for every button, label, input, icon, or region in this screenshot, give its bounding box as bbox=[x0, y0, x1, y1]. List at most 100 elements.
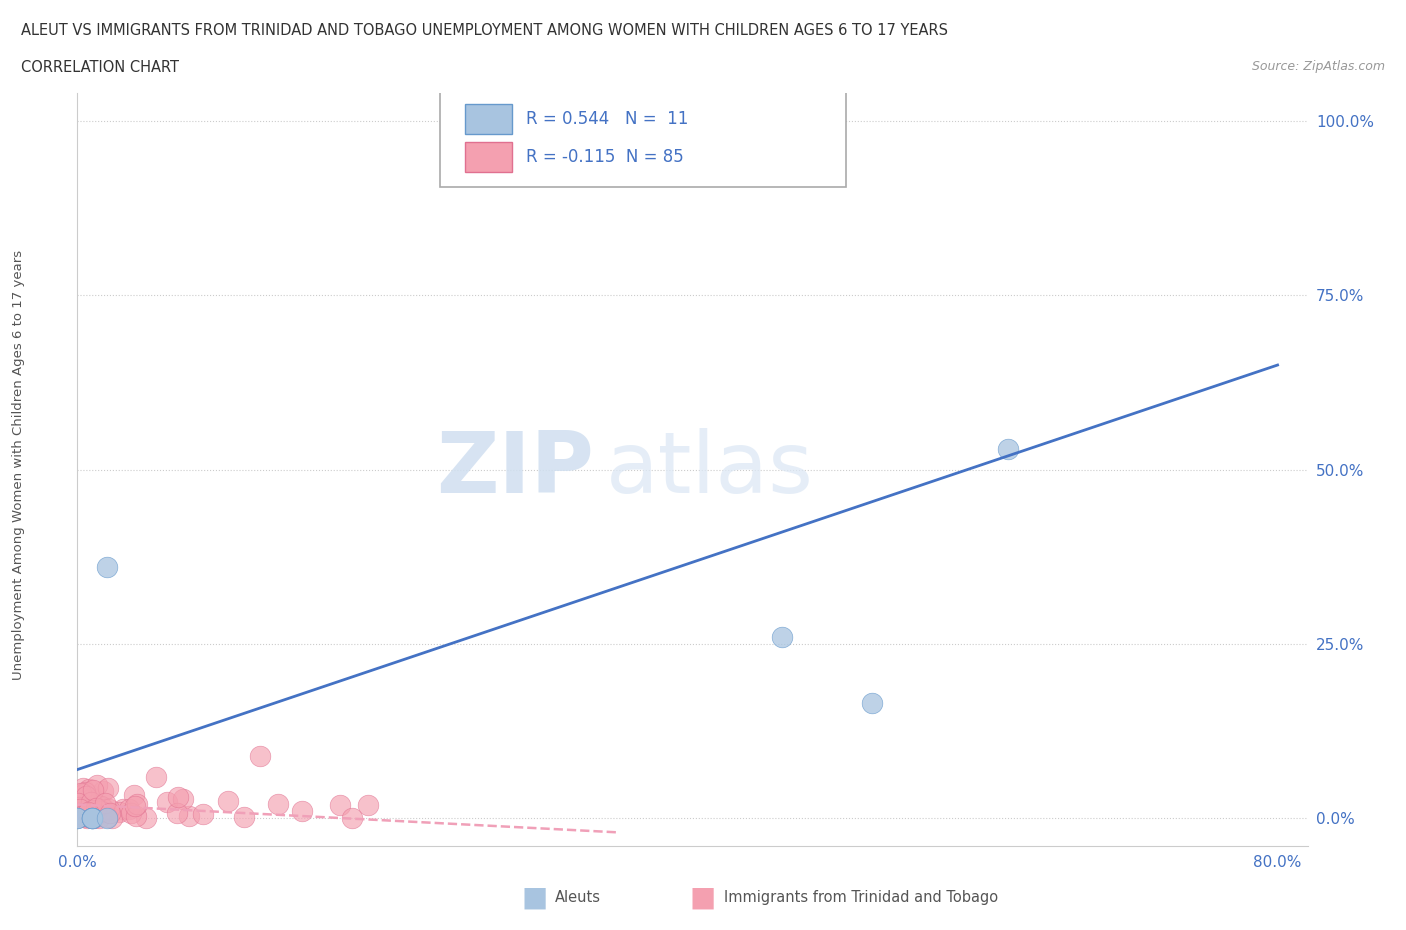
Point bbox=[86, 777, 108, 792]
Point bbox=[76, 810, 98, 825]
Point bbox=[72, 807, 94, 822]
Point bbox=[84, 801, 107, 816]
Point bbox=[76, 808, 98, 823]
Point bbox=[291, 804, 314, 818]
Point bbox=[267, 797, 290, 812]
Text: ZIP: ZIP bbox=[436, 428, 595, 512]
Point bbox=[76, 806, 98, 821]
Point bbox=[77, 805, 100, 820]
Point bbox=[82, 783, 104, 798]
Point bbox=[70, 809, 93, 824]
Point bbox=[79, 801, 101, 816]
Text: ALEUT VS IMMIGRANTS FROM TRINIDAD AND TOBAGO UNEMPLOYMENT AMONG WOMEN WITH CHILD: ALEUT VS IMMIGRANTS FROM TRINIDAD AND TO… bbox=[21, 23, 948, 38]
Point bbox=[96, 560, 118, 575]
Text: ■: ■ bbox=[522, 884, 547, 911]
Point bbox=[93, 802, 115, 817]
Text: R = -0.115  N = 85: R = -0.115 N = 85 bbox=[526, 148, 685, 166]
Point bbox=[80, 790, 103, 805]
Point bbox=[76, 802, 98, 817]
Point bbox=[125, 797, 148, 812]
Point bbox=[97, 801, 120, 816]
Text: CORRELATION CHART: CORRELATION CHART bbox=[21, 60, 179, 75]
Point bbox=[862, 696, 884, 711]
Point bbox=[124, 799, 146, 814]
Text: atlas: atlas bbox=[606, 428, 814, 512]
Point bbox=[73, 785, 96, 800]
Point bbox=[79, 781, 101, 796]
Point bbox=[69, 800, 91, 815]
Point bbox=[72, 804, 94, 819]
Point bbox=[93, 784, 115, 799]
Point bbox=[93, 804, 115, 819]
Point bbox=[90, 804, 112, 818]
Point bbox=[66, 802, 89, 817]
Point bbox=[84, 806, 107, 821]
Point bbox=[89, 811, 111, 826]
Point bbox=[77, 805, 100, 820]
Point bbox=[82, 811, 104, 826]
Point bbox=[66, 795, 89, 810]
Point bbox=[98, 805, 121, 820]
Point bbox=[329, 798, 352, 813]
Point bbox=[772, 630, 794, 644]
Text: Immigrants from Trinidad and Tobago: Immigrants from Trinidad and Tobago bbox=[724, 890, 998, 905]
Point bbox=[84, 800, 107, 815]
Point bbox=[90, 804, 112, 818]
Point bbox=[72, 780, 94, 795]
Point bbox=[156, 794, 179, 809]
Point bbox=[101, 811, 124, 826]
Point bbox=[82, 811, 104, 826]
Point bbox=[93, 796, 115, 811]
Point bbox=[249, 749, 271, 764]
Point bbox=[77, 808, 100, 823]
Point bbox=[77, 807, 100, 822]
Point bbox=[96, 809, 118, 824]
Point bbox=[70, 786, 93, 801]
Point bbox=[82, 811, 104, 826]
Point bbox=[66, 804, 89, 819]
Point bbox=[122, 788, 145, 803]
Point bbox=[83, 810, 105, 825]
Point bbox=[340, 811, 363, 826]
Point bbox=[80, 788, 103, 803]
Text: R = 0.544   N =  11: R = 0.544 N = 11 bbox=[526, 111, 689, 128]
Point bbox=[67, 810, 90, 825]
Point bbox=[66, 800, 89, 815]
Point bbox=[79, 795, 101, 810]
Point bbox=[111, 802, 134, 817]
Point bbox=[69, 807, 91, 822]
Point bbox=[97, 780, 120, 795]
FancyBboxPatch shape bbox=[465, 104, 512, 135]
Text: Source: ZipAtlas.com: Source: ZipAtlas.com bbox=[1251, 60, 1385, 73]
Text: Unemployment Among Women with Children Ages 6 to 17 years: Unemployment Among Women with Children A… bbox=[11, 250, 25, 680]
Point bbox=[69, 807, 91, 822]
Point bbox=[217, 794, 239, 809]
FancyBboxPatch shape bbox=[440, 89, 846, 187]
Point bbox=[108, 804, 131, 819]
Point bbox=[76, 808, 98, 823]
Point bbox=[66, 805, 89, 820]
Text: Aleuts: Aleuts bbox=[555, 890, 602, 905]
Point bbox=[66, 811, 89, 826]
Point bbox=[73, 807, 96, 822]
Point bbox=[82, 811, 104, 826]
Point bbox=[69, 804, 91, 818]
Point bbox=[357, 798, 380, 813]
FancyBboxPatch shape bbox=[465, 142, 512, 172]
Point bbox=[96, 811, 118, 826]
Point bbox=[77, 804, 100, 819]
Point bbox=[193, 807, 215, 822]
Point bbox=[120, 806, 142, 821]
Point bbox=[67, 800, 90, 815]
Point bbox=[69, 802, 91, 817]
Point bbox=[66, 801, 89, 816]
Point bbox=[233, 809, 256, 824]
Point bbox=[75, 789, 97, 804]
Point bbox=[69, 808, 91, 823]
Point bbox=[73, 787, 96, 802]
Point bbox=[145, 769, 167, 784]
Point bbox=[177, 809, 200, 824]
Point bbox=[66, 811, 89, 826]
Text: ■: ■ bbox=[690, 884, 716, 911]
Point bbox=[997, 442, 1019, 457]
